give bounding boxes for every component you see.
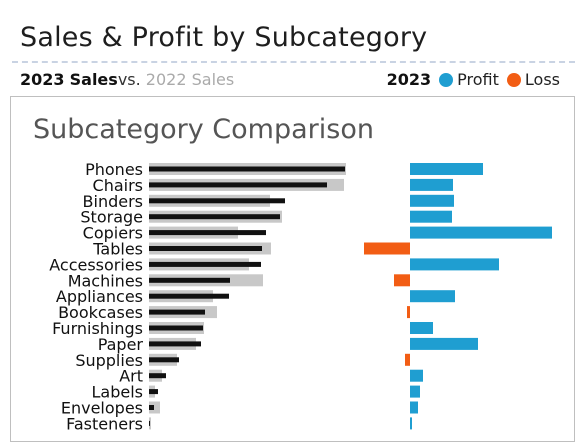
sales-2023-bar-envelopes	[149, 405, 154, 410]
profit-bar-furnishings	[410, 322, 433, 334]
chart-panel	[10, 96, 575, 442]
sales-2023-bar-binders	[149, 198, 285, 204]
profit-bar-art	[410, 369, 423, 382]
category-label-bookcases: Bookcases	[58, 303, 143, 322]
legend-sales-label: Sales	[69, 70, 118, 89]
category-label-chairs: Chairs	[93, 176, 143, 195]
sales-2023-bar-labels	[149, 389, 158, 395]
sales-legend: 2023 Salesvs. 2022 Sales	[20, 70, 234, 89]
category-label-copiers: Copiers	[83, 224, 143, 243]
category-label-accessories: Accessories	[49, 255, 143, 274]
dashboard-title: Sales & Profit by Subcategory	[20, 22, 428, 53]
sales-2023-bar-machines	[149, 277, 230, 283]
sales-2023-bar-furnishings	[149, 325, 203, 331]
sales-2023-bar-copiers	[149, 230, 266, 236]
legend-profit-year: 2023	[386, 70, 432, 89]
sales-2023-bar-bookcases	[149, 309, 205, 315]
sales-2023-bar-storage	[149, 214, 280, 220]
sales-2023-bar-tables	[149, 246, 262, 251]
sales-2023-bar-accessories	[149, 261, 261, 267]
category-label-appliances: Appliances	[56, 287, 143, 306]
profit-bar-accessories	[410, 258, 499, 271]
profit-bar-chairs	[410, 178, 453, 191]
sales-2023-bar-supplies	[149, 357, 179, 363]
category-label-envelopes: Envelopes	[61, 399, 143, 418]
legend-prior-sales-label: Sales	[191, 70, 235, 89]
profit-bar-tables	[364, 242, 410, 255]
legend-year-prior: 2022	[145, 70, 187, 89]
category-label-labels: Labels	[92, 383, 144, 402]
category-label-tables: Tables	[92, 240, 143, 259]
profit-bar-copiers	[410, 226, 552, 239]
profit-bar-fasteners	[410, 417, 412, 430]
sales-2023-bar-fasteners	[149, 420, 150, 426]
sales-2023-bar-paper	[149, 341, 201, 347]
profit-legend: 2023 Profit Loss	[387, 70, 560, 89]
loss-dot-icon	[506, 73, 521, 87]
category-label-paper: Paper	[98, 335, 144, 354]
category-label-fasteners: Fasteners	[66, 414, 143, 433]
profit-dot-icon	[439, 73, 454, 87]
legend-year-current: 2023	[20, 70, 65, 89]
legend-profit-label: Profit	[457, 70, 499, 89]
sales-2023-bar-art	[149, 373, 166, 379]
sales-2023-bar-chairs	[149, 182, 327, 188]
profit-bar-storage	[410, 210, 452, 223]
profit-bar-binders	[410, 194, 454, 207]
sales-2023-bar-appliances	[149, 293, 229, 299]
profit-bar-supplies	[405, 353, 410, 366]
category-label-storage: Storage	[80, 208, 143, 227]
profit-bar-appliances	[410, 290, 455, 303]
profit-bar-bookcases	[407, 306, 410, 319]
panel-title: Subcategory Comparison	[33, 114, 374, 145]
category-label-supplies: Supplies	[75, 351, 143, 370]
category-label-phones: Phones	[85, 160, 143, 179]
profit-bar-machines	[394, 274, 410, 287]
legend-loss-label: Loss	[524, 70, 560, 89]
subheader-legend: 2023 Salesvs. 2022 Sales 2023 Profit Loss	[20, 70, 560, 90]
legend-vs-label: vs.	[117, 70, 141, 89]
category-label-machines: Machines	[68, 271, 143, 290]
category-label-art: Art	[119, 367, 143, 386]
title-divider	[12, 61, 575, 63]
profit-bar-paper	[410, 337, 478, 350]
category-label-furnishings: Furnishings	[52, 319, 143, 338]
category-label-binders: Binders	[83, 192, 143, 211]
profit-bar-envelopes	[410, 401, 418, 414]
sales-2022-bar-envelopes	[149, 401, 160, 414]
profit-bar-phones	[410, 163, 483, 175]
profit-bar-labels	[410, 385, 420, 398]
sales-2023-bar-phones	[149, 166, 345, 172]
